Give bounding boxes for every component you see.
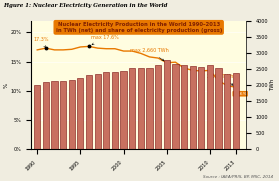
Bar (77, 78, 83, 149)
Bar (86, 75, 92, 149)
Text: max 17.6%: max 17.6% (91, 35, 119, 45)
Bar (95, 74, 101, 149)
Bar (146, 68, 153, 149)
Bar (103, 73, 109, 149)
Y-axis label: %: % (4, 82, 9, 88)
Bar (43, 82, 49, 149)
Text: Source : IAEA/PRIS, BP, MSC, 2014: Source : IAEA/PRIS, BP, MSC, 2014 (203, 175, 273, 179)
Text: 10.6%: 10.6% (233, 92, 247, 96)
Bar (69, 80, 75, 149)
Bar (164, 60, 170, 149)
Bar (224, 74, 230, 149)
Bar (129, 68, 135, 149)
Bar (233, 73, 239, 149)
Y-axis label: TWh: TWh (270, 79, 275, 91)
Bar (215, 68, 222, 149)
Text: Nuclear Electricity Production in the World 1990–2013
in TWh (net) and share of : Nuclear Electricity Production in the Wo… (56, 22, 222, 33)
Bar (112, 72, 118, 149)
Bar (181, 65, 187, 149)
Bar (60, 81, 66, 149)
Bar (198, 67, 205, 149)
Text: 2,359 TWh: 2,359 TWh (207, 73, 234, 85)
Bar (34, 85, 40, 149)
Text: max 2,660 TWh: max 2,660 TWh (130, 48, 169, 61)
Text: Figure 1: Nuclear Electricity Generation in the World: Figure 1: Nuclear Electricity Generation… (3, 3, 167, 8)
Text: 17.3%: 17.3% (34, 37, 49, 48)
Bar (172, 64, 179, 149)
Bar (51, 81, 57, 149)
Bar (207, 65, 213, 149)
Bar (121, 71, 127, 149)
Bar (138, 68, 144, 149)
Bar (155, 65, 161, 149)
Bar (189, 66, 196, 149)
